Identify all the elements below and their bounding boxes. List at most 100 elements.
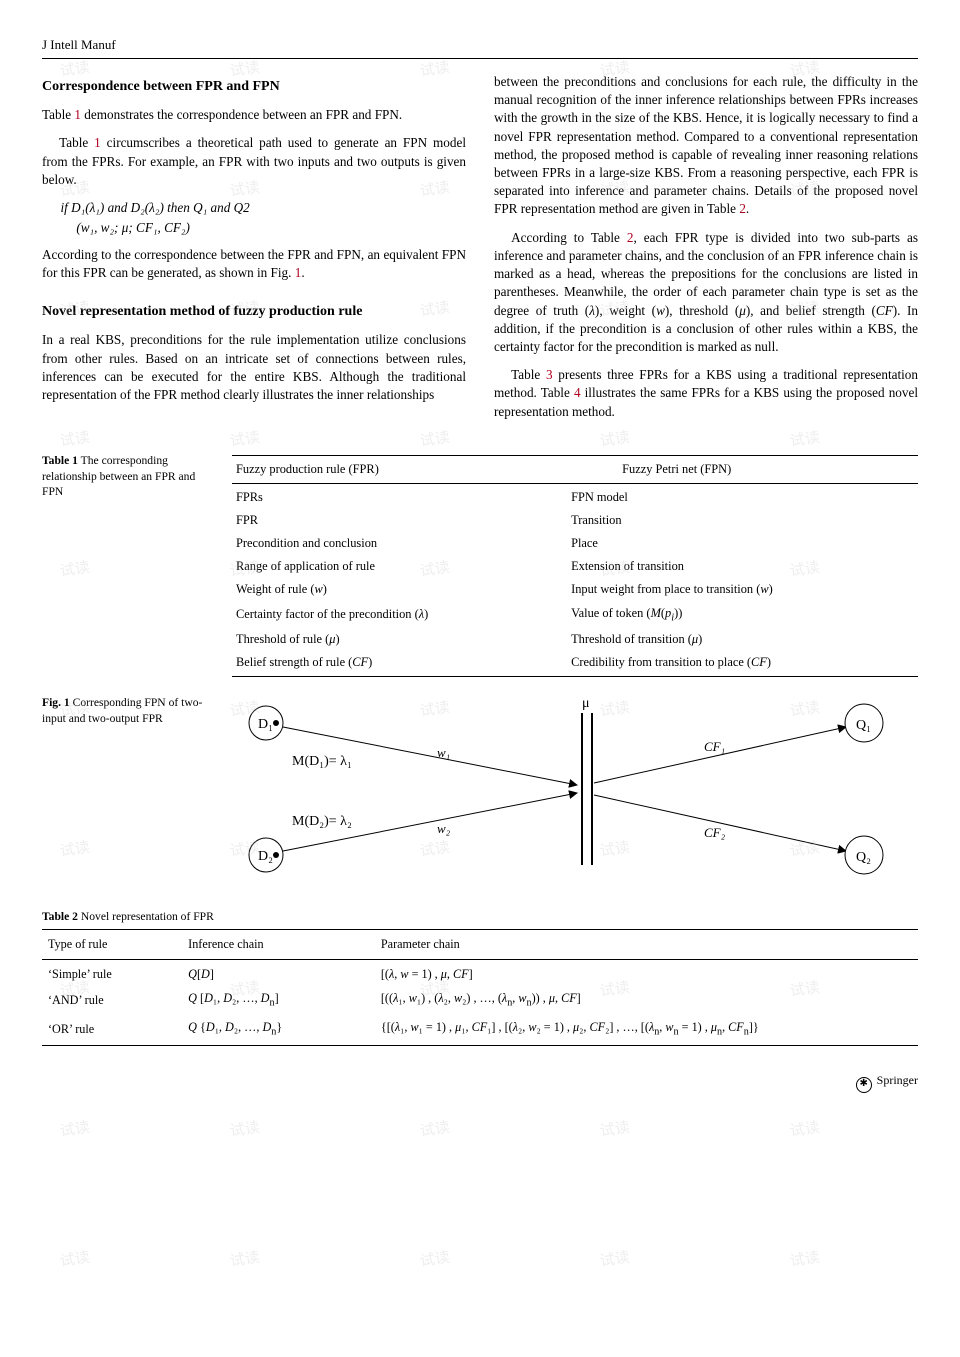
cell: {[(λ₁, w₁ = 1) , μ₁, CF₁] , [(λ₂, w₂ = 1… bbox=[375, 1015, 918, 1043]
cell: Value of token (M(pi)) bbox=[567, 602, 918, 629]
table-row: Belief strength of rule (CF)Credibility … bbox=[232, 651, 918, 674]
cell: Q {D₁, D₂, …, Dn} bbox=[182, 1015, 375, 1043]
cell: Range of application of rule bbox=[232, 555, 567, 578]
table-row: ‘OR’ rule Q {D₁, D₂, …, Dn} {[(λ₁, w₁ = … bbox=[42, 1015, 918, 1043]
figure1-caption: Fig. 1 Corresponding FPN of two-input an… bbox=[42, 695, 218, 890]
table2-h-par: Parameter chain bbox=[375, 932, 918, 957]
table-row: ‘Simple’ rule Q[D] [(λ, w = 1) , μ, CF] bbox=[42, 962, 918, 987]
springer-icon: ✱ bbox=[856, 1077, 872, 1093]
para: According to the correspondence between … bbox=[42, 246, 466, 282]
cell: FPRs bbox=[232, 486, 567, 509]
footer: ✱ Springer bbox=[42, 1072, 918, 1093]
cell: [(λ, w = 1) , μ, CF] bbox=[375, 962, 918, 987]
ref-table3: 3 bbox=[546, 367, 553, 382]
table-row: ‘AND’ rule Q [D₁, D₂, …, Dn] [((λ₁, w₁) … bbox=[42, 986, 918, 1014]
table1-block: Table 1 The corresponding relationship b… bbox=[42, 453, 918, 680]
formula-line-1: if D₁(λ₁) and D₂(λ₂) then Q₁ and Q2 bbox=[60, 199, 466, 217]
table-header-row: Fuzzy production rule (FPR) Fuzzy Petri … bbox=[232, 458, 918, 481]
cell: Credibility from transition to place (CF… bbox=[567, 651, 918, 674]
para: Table 1 demonstrates the correspondence … bbox=[42, 106, 466, 124]
label-d2: D₂ bbox=[258, 849, 273, 864]
figure1-caption-bold: Fig. 1 bbox=[42, 696, 70, 709]
table1-rule-mid bbox=[232, 483, 918, 484]
table-row: FPRsFPN model bbox=[232, 486, 918, 509]
table-row: Weight of rule (w)Input weight from plac… bbox=[232, 578, 918, 601]
running-head: J Intell Manuf bbox=[42, 36, 918, 54]
ref-fig1: 1 bbox=[295, 265, 302, 280]
table2-caption: Table 2 Novel representation of FPR bbox=[42, 909, 918, 925]
table2: Type of rule Inference chain Parameter c… bbox=[42, 932, 918, 957]
para: In a real KBS, preconditions for the rul… bbox=[42, 331, 466, 404]
cell: Precondition and conclusion bbox=[232, 532, 567, 555]
ref-table2: 2 bbox=[739, 201, 746, 216]
table-header-row: Type of rule Inference chain Parameter c… bbox=[42, 932, 918, 957]
section-heading-novel: Novel representation method of fuzzy pro… bbox=[42, 302, 466, 321]
cell: ‘Simple’ rule bbox=[42, 962, 182, 987]
table-row: Precondition and conclusionPlace bbox=[232, 532, 918, 555]
label-d1: D₁ bbox=[258, 717, 273, 732]
edge-t-q2 bbox=[594, 795, 846, 851]
cell: Threshold of transition (μ) bbox=[567, 628, 918, 651]
label-md1: M(D₁)= λ₁ bbox=[292, 754, 352, 769]
ref-table1: 1 bbox=[94, 135, 101, 150]
cell: [((λ₁, w₁) , (λ₂, w₂) , …, (λn, wn)) , μ… bbox=[375, 986, 918, 1014]
cell: Threshold of rule (μ) bbox=[232, 628, 567, 651]
table1-rule-top bbox=[232, 455, 918, 456]
table1-caption-bold: Table 1 bbox=[42, 454, 78, 467]
label-cf2: CF₂ bbox=[704, 825, 726, 840]
table1-h-fpr: Fuzzy production rule (FPR) bbox=[232, 458, 618, 481]
label-q1: Q₁ bbox=[856, 718, 871, 733]
label-q2: Q₂ bbox=[856, 850, 871, 865]
right-column: between the preconditions and conclusion… bbox=[494, 73, 918, 431]
ref-table4: 4 bbox=[574, 385, 581, 400]
cell: Place bbox=[567, 532, 918, 555]
table2-rule-bot bbox=[42, 1045, 918, 1046]
cell: Belief strength of rule (CF) bbox=[232, 651, 567, 674]
cell: FPR bbox=[232, 509, 567, 532]
table1-body: Fuzzy production rule (FPR) Fuzzy Petri … bbox=[232, 453, 918, 680]
label-cf1: CF₁ bbox=[704, 739, 725, 754]
table1-h-fpn: Fuzzy Petri net (FPN) bbox=[618, 458, 918, 481]
table2-caption-rest: Novel representation of FPR bbox=[78, 910, 214, 923]
label-w1: w₁ bbox=[437, 745, 450, 760]
cell: ‘OR’ rule bbox=[42, 1015, 182, 1043]
figure1-svg: D₁ D₂ M(D₁)= λ₁ M(D₂)= λ₂ w₁ w₂ μ CF₁ CF… bbox=[232, 695, 892, 885]
ref-table2: 2 bbox=[627, 230, 634, 245]
table2-h-inf: Inference chain bbox=[182, 932, 375, 957]
table2-rule-top bbox=[42, 929, 918, 930]
cell: Certainty factor of the precondition (λ) bbox=[232, 602, 567, 629]
cell: FPN model bbox=[567, 486, 918, 509]
cell: Input weight from place to transition (w… bbox=[567, 578, 918, 601]
para: between the preconditions and conclusion… bbox=[494, 73, 918, 219]
table2-rule-mid bbox=[42, 959, 918, 960]
para: Table 3 presents three FPRs for a KBS us… bbox=[494, 366, 918, 421]
token-d1 bbox=[273, 720, 279, 726]
ref-table1: 1 bbox=[74, 107, 81, 122]
cell: ‘AND’ rule bbox=[42, 986, 182, 1014]
figure1-block: Fig. 1 Corresponding FPN of two-input an… bbox=[42, 695, 918, 890]
para: Table 1 circumscribes a theoretical path… bbox=[42, 134, 466, 189]
para: According to Table 2, each FPR type is d… bbox=[494, 229, 918, 357]
table1-caption: Table 1 The corresponding relationship b… bbox=[42, 453, 218, 680]
label-md2: M(D₂)= λ₂ bbox=[292, 814, 352, 829]
label-w2: w₂ bbox=[437, 821, 451, 836]
figure1-body: D₁ D₂ M(D₁)= λ₁ M(D₂)= λ₂ w₁ w₂ μ CF₁ CF… bbox=[232, 695, 918, 890]
cell: Q [D₁, D₂, …, Dn] bbox=[182, 986, 375, 1014]
table-row: Range of application of ruleExtension of… bbox=[232, 555, 918, 578]
label-mu: μ bbox=[582, 696, 590, 711]
table-row: Threshold of rule (μ)Threshold of transi… bbox=[232, 628, 918, 651]
left-column: Correspondence between FPR and FPN Table… bbox=[42, 73, 466, 431]
cell: Q[D] bbox=[182, 962, 375, 987]
two-column-region: Correspondence between FPR and FPN Table… bbox=[42, 73, 918, 431]
table1: Fuzzy production rule (FPR) Fuzzy Petri … bbox=[232, 458, 918, 481]
table-row: FPRTransition bbox=[232, 509, 918, 532]
footer-brand: Springer bbox=[877, 1073, 918, 1087]
edge-t-q1 bbox=[594, 727, 846, 783]
table2-rows: ‘Simple’ rule Q[D] [(λ, w = 1) , μ, CF] … bbox=[42, 962, 918, 1044]
formula-line-2: (w₁, w₂; μ; CF₁, CF₂) bbox=[76, 219, 466, 237]
table1-rows: FPRsFPN model FPRTransition Precondition… bbox=[232, 486, 918, 674]
token-d2 bbox=[273, 852, 279, 858]
table2-h-type: Type of rule bbox=[42, 932, 182, 957]
header-rule bbox=[42, 58, 918, 59]
section-heading-correspondence: Correspondence between FPR and FPN bbox=[42, 77, 466, 96]
